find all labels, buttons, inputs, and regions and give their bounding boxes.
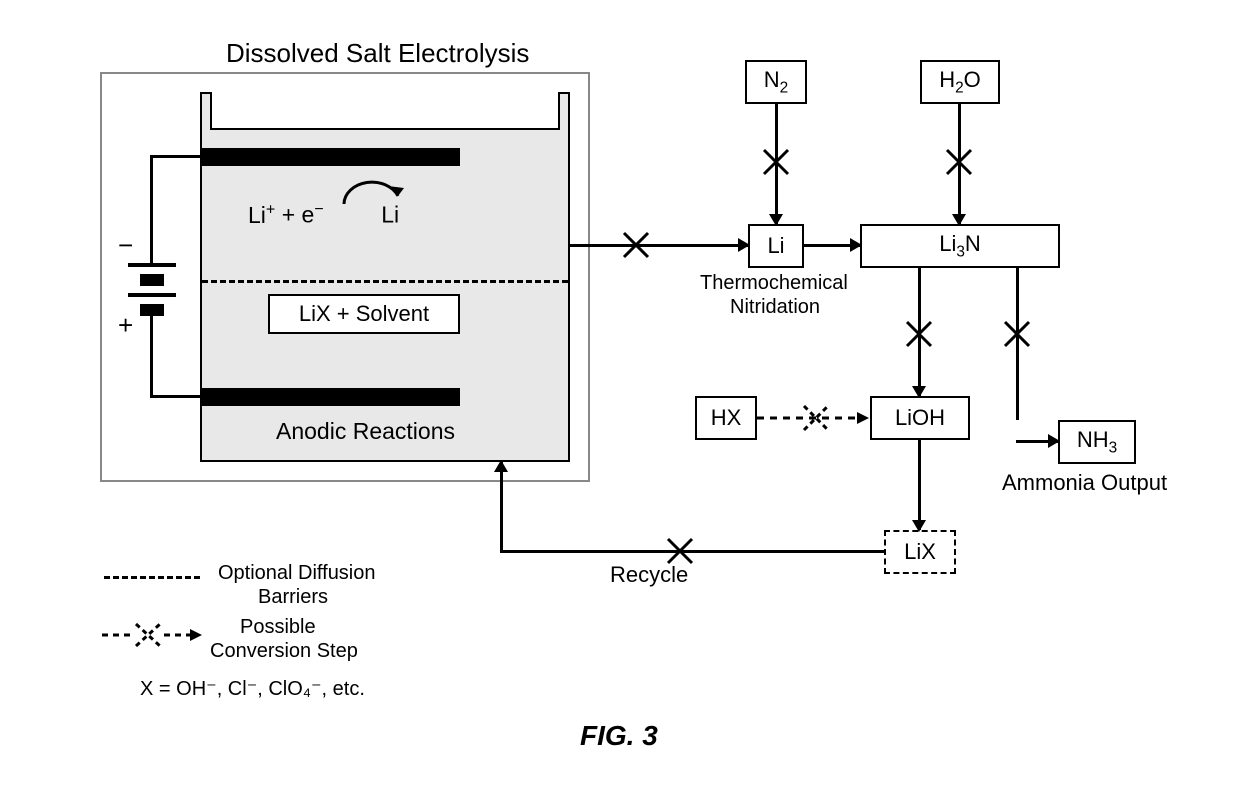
ammonia-output-label: Ammonia Output <box>1002 470 1167 496</box>
solvent-box: LiX + Solvent <box>268 294 460 334</box>
thermo-label-2: Nitridation <box>730 296 820 319</box>
valve-n2 <box>760 146 792 178</box>
arrow-cell-li <box>738 238 750 252</box>
anode-electrode <box>200 388 460 406</box>
panel-title: Dissolved Salt Electrolysis <box>226 38 529 69</box>
legend-conv-2: Conversion Step <box>210 640 358 663</box>
thermo-label-1: Thermochemical <box>700 272 848 295</box>
diffusion-barrier <box>202 280 568 283</box>
wire-top-v <box>150 155 153 263</box>
legend-barrier-2: Barriers <box>258 586 328 609</box>
battery-short-plate-1 <box>140 274 164 286</box>
arrow-recycle <box>494 460 508 472</box>
line-cell-li <box>570 244 748 247</box>
battery-plus: + <box>118 310 133 341</box>
battery-long-plate-1 <box>128 263 176 267</box>
lix-box: LiX <box>884 530 956 574</box>
li3n-box: Li3N <box>860 224 1060 268</box>
valve-h2o <box>943 146 975 178</box>
line-lioh-lix <box>918 440 921 530</box>
legend-barrier-1: Optional Diffusion <box>218 562 376 585</box>
lioh-box: LiOH <box>870 396 970 440</box>
li-plus: Li+ <box>248 202 275 228</box>
battery-long-plate-2 <box>128 293 176 297</box>
valve-recycle <box>664 535 696 567</box>
nh3-box: NH3 <box>1058 420 1136 464</box>
valve-cell-li <box>620 229 652 261</box>
wire-top <box>150 155 200 158</box>
wire-bot <box>150 395 200 398</box>
arrow-li3n-nh3 <box>1048 434 1060 448</box>
h2o-input-box: H2O <box>920 60 1000 104</box>
cathode-electrode <box>200 148 460 166</box>
arrow-h2o-li3n <box>952 214 966 226</box>
diagram-stage: Dissolved Salt Electrolysis Li+ + e− Li … <box>0 0 1240 788</box>
hx-input-box: HX <box>695 396 757 440</box>
arrow-n2-li <box>769 214 783 226</box>
figure-caption: FIG. 3 <box>580 720 658 752</box>
valve-li3n-nh3 <box>1001 318 1033 350</box>
legend-conv-1: Possible <box>240 616 316 639</box>
reaction-arc-icon <box>338 174 408 210</box>
battery-short-plate-2 <box>140 304 164 316</box>
arrow-li-li3n <box>850 238 862 252</box>
legend-conversion-icon <box>98 620 208 650</box>
valve-li3n-lioh <box>903 318 935 350</box>
cell-headspace <box>210 92 560 130</box>
line-recycle-v <box>500 462 503 553</box>
li-box: Li <box>748 224 804 268</box>
wire-bot-v <box>150 308 153 398</box>
n2-input-box: N2 <box>745 60 807 104</box>
legend-dash-icon <box>104 576 200 579</box>
arrow-lioh-lix <box>912 520 926 532</box>
legend-x-def: X = OH⁻, Cl⁻, ClO₄⁻, etc. <box>140 676 365 701</box>
battery-minus: − <box>118 230 133 261</box>
anodic-reactions-label: Anodic Reactions <box>276 418 455 445</box>
valve-hx-dashed <box>800 402 832 434</box>
arrow-li3n-lioh <box>912 386 926 398</box>
